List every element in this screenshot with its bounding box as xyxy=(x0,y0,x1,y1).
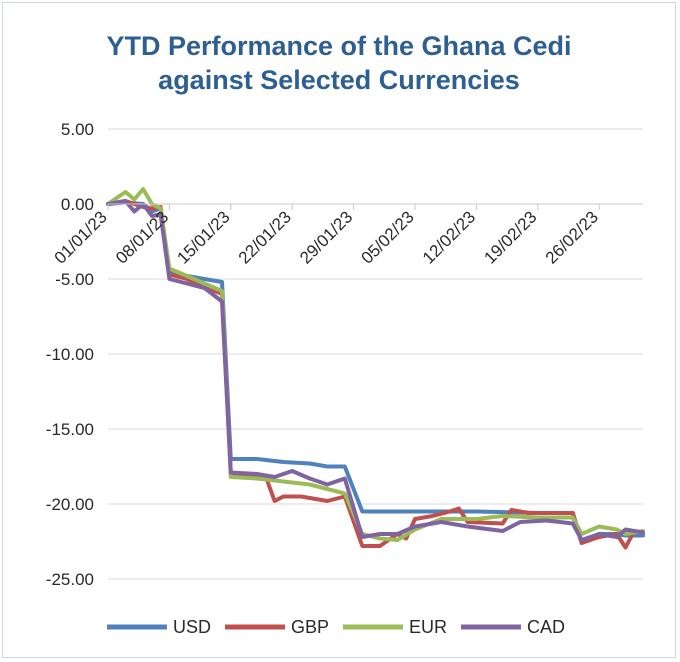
line-chart: YTD Performance of the Ghana Cedi agains… xyxy=(46,31,645,637)
x-tick-label: 29/01/23 xyxy=(296,207,356,267)
y-tick-label: -15.00 xyxy=(46,420,94,439)
y-tick-label: -20.00 xyxy=(46,495,94,514)
chart-title-line-2: against Selected Currencies xyxy=(158,65,520,95)
legend-label-usd: USD xyxy=(173,617,211,637)
series-line-eur xyxy=(106,187,645,542)
x-tick-label: 15/01/23 xyxy=(173,207,233,267)
x-tick-label: 12/02/23 xyxy=(419,207,479,267)
x-axis: 01/01/23 08/01/23 15/01/23 22/01/23 29/01/23… xyxy=(51,203,643,268)
x-tick-label: 19/02/23 xyxy=(480,207,540,267)
y-tick-label: 0.00 xyxy=(61,195,94,214)
x-tick-label: 01/01/23 xyxy=(51,207,111,267)
legend-label-gbp: GBP xyxy=(291,617,329,637)
series-lines xyxy=(106,187,645,550)
x-tick-label: 05/02/23 xyxy=(358,207,418,267)
chart-title: YTD Performance of the Ghana Cedi agains… xyxy=(106,31,571,95)
legend-label-cad: CAD xyxy=(527,617,565,637)
x-tick-label: 22/01/23 xyxy=(235,207,295,267)
series-line-cad xyxy=(106,199,645,542)
legend-label-eur: EUR xyxy=(409,617,447,637)
y-tick-label: -10.00 xyxy=(46,345,94,364)
chart-title-line-1: YTD Performance of the Ghana Cedi xyxy=(106,31,571,61)
y-tick-label: -5.00 xyxy=(55,270,94,289)
y-tick-label: 5.00 xyxy=(61,120,94,139)
y-tick-label: -25.00 xyxy=(46,570,94,589)
y-axis: 5.00 0.00 -5.00 -10.00 -15.00 -20.00 -25.00 xyxy=(46,120,94,589)
legend: USD GBP EUR CAD xyxy=(107,617,565,637)
x-tick-label: 26/02/23 xyxy=(542,207,602,267)
